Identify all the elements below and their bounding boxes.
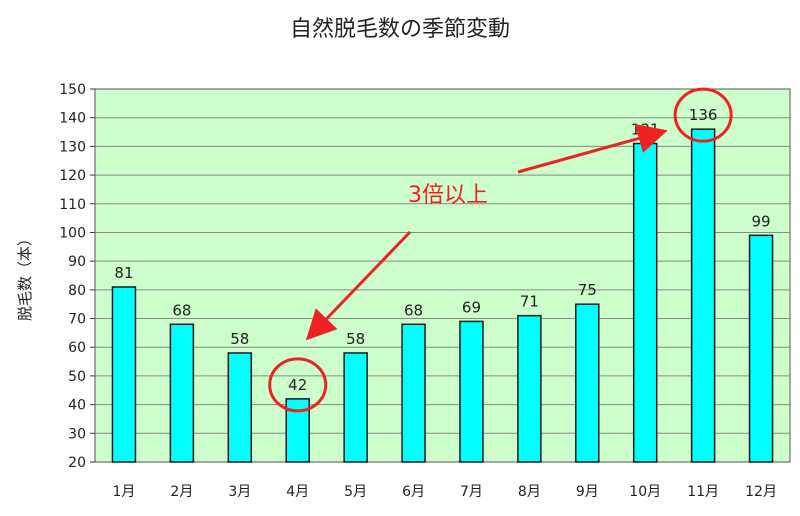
y-tick-label: 30 — [68, 426, 86, 442]
chart-title: 自然脱毛数の季節変動 — [290, 17, 510, 42]
annotation-arrow-to-october — [517, 123, 668, 174]
x-tick-label: 4月 — [286, 484, 309, 500]
y-tick-label: 100 — [59, 225, 86, 241]
x-tick-label: 9月 — [576, 484, 599, 500]
y-tick-label: 130 — [59, 139, 86, 155]
data-label: 68 — [172, 301, 191, 319]
x-tick-label: 10月 — [629, 484, 661, 500]
y-tick-label: 140 — [59, 111, 86, 127]
annotation: 3倍以上 — [268, 87, 733, 413]
data-label: 58 — [346, 330, 365, 348]
y-axis: 20 30 40 50 60 70 80 90 100 110 120 130 140 150 — [59, 82, 95, 471]
x-tick-label: 8月 — [518, 484, 541, 500]
x-tick-label: 1月 — [112, 484, 135, 500]
data-label: 75 — [578, 281, 597, 299]
y-tick-label: 110 — [59, 197, 86, 213]
bar — [401, 323, 426, 463]
bar — [517, 314, 542, 463]
bar — [111, 286, 137, 463]
plot-background — [94, 88, 791, 463]
y-tick-label: 40 — [68, 398, 86, 414]
bar — [285, 398, 310, 463]
annotation-circle — [673, 87, 733, 143]
data-label: 99 — [751, 212, 770, 230]
y-tick-label: 80 — [68, 283, 86, 299]
y-axis-label: 脱毛数（本） — [16, 231, 34, 321]
data-label: 81 — [114, 264, 133, 282]
data-label: 68 — [404, 301, 423, 319]
bar — [575, 303, 600, 463]
y-tick-label: 90 — [68, 254, 86, 270]
x-tick-label: 7月 — [460, 484, 483, 500]
bar — [690, 128, 716, 463]
bar — [748, 234, 774, 463]
bar — [169, 323, 195, 463]
data-label: 136 — [689, 106, 718, 124]
x-tick-label: 12月 — [745, 484, 777, 500]
data-label: 58 — [230, 330, 249, 348]
x-tick-label: 3月 — [228, 484, 251, 500]
annotation-arrow-to-april — [305, 230, 412, 341]
bar — [227, 352, 253, 463]
annotation-circle — [268, 357, 328, 413]
y-tick-label: 120 — [59, 168, 86, 184]
x-tick-label: 6月 — [402, 484, 425, 500]
data-label: 42 — [288, 376, 307, 394]
data-label: 71 — [520, 293, 539, 311]
y-tick-label: 150 — [59, 82, 86, 98]
y-tick-label: 70 — [68, 312, 86, 328]
x-tick-label: 11月 — [687, 484, 719, 500]
data-label: 69 — [462, 298, 481, 316]
bar — [343, 352, 368, 463]
x-tick-label: 2月 — [170, 484, 193, 500]
x-tick-label: 5月 — [344, 484, 367, 500]
x-axis: 1月 2月 3月 4月 5月 6月 7月 8月 9月 10月 11月 12月 — [112, 484, 776, 500]
bar — [459, 320, 484, 463]
y-tick-label: 50 — [68, 369, 86, 385]
plot-area — [94, 88, 791, 463]
y-tick-label: 20 — [68, 455, 86, 471]
annotation-text: 3倍以上 — [408, 183, 488, 208]
y-tick-label: 60 — [68, 340, 86, 356]
bars — [111, 128, 774, 463]
bar — [632, 142, 658, 463]
